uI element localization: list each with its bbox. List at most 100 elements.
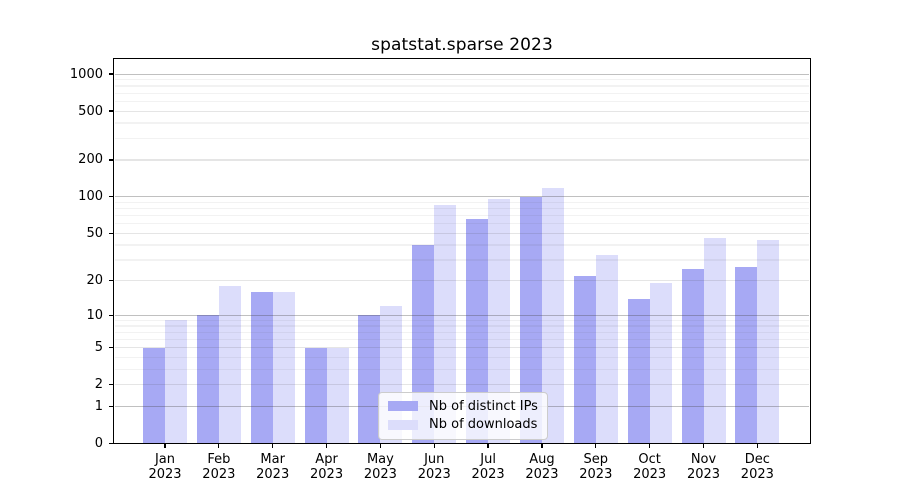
bar-aug-downloads xyxy=(541,187,564,444)
gridline-minor-60 xyxy=(115,223,809,225)
x-tick xyxy=(702,443,705,449)
y-tick-label: 1 xyxy=(94,398,103,414)
gridline-minor-80 xyxy=(115,207,809,210)
bar-oct-downloads xyxy=(649,283,672,444)
x-tick-label-year: 2023 xyxy=(740,467,774,482)
y-tick-label: 10 xyxy=(86,307,103,323)
x-tick-label-year: 2023 xyxy=(417,467,451,482)
gridline-minor-70 xyxy=(115,215,809,217)
x-tick xyxy=(756,443,758,449)
x-tick xyxy=(595,443,597,449)
bar-dec-distinct-ips xyxy=(735,267,758,444)
x-tick-label-feb: Feb 2023 xyxy=(185,452,253,482)
x-tick-label-month: Jan xyxy=(154,452,176,467)
bar-feb-distinct-ips xyxy=(196,315,219,444)
x-tick xyxy=(325,443,328,449)
x-tick-label-month: Jul xyxy=(480,452,496,467)
bar-jan-distinct-ips xyxy=(143,347,165,444)
x-tick-label-dec: Dec 2023 xyxy=(723,452,791,482)
x-tick xyxy=(272,443,274,449)
x-tick-label-month: Feb xyxy=(207,452,231,467)
y-tick-label: 500 xyxy=(78,103,103,119)
y-tick xyxy=(108,384,114,386)
bar-sep-distinct-ips xyxy=(573,275,596,444)
x-tick-label-year: 2023 xyxy=(202,467,236,482)
chart-title: spatstat.sparse 2023 xyxy=(371,35,553,55)
gridline-1000 xyxy=(115,73,809,75)
bar-mar-downloads xyxy=(272,291,295,444)
x-tick-label-month: Apr xyxy=(315,452,338,467)
x-tick-label-year: 2023 xyxy=(633,467,667,482)
x-tick xyxy=(164,443,166,449)
x-tick-label-month: Oct xyxy=(638,452,661,467)
bar-jan-downloads xyxy=(165,320,187,444)
x-tick xyxy=(379,443,382,449)
gridline-minor-900 xyxy=(115,79,809,81)
x-tick-label-month: May xyxy=(366,452,394,467)
gridline-500 xyxy=(115,110,809,112)
bar-may-distinct-ips xyxy=(358,315,381,444)
y-tick xyxy=(108,346,114,349)
x-tick xyxy=(433,443,435,449)
bar-sep-downloads xyxy=(595,254,618,444)
x-tick xyxy=(541,443,543,449)
x-tick-label-month: Mar xyxy=(260,452,285,467)
series-swatch-distinct-ips xyxy=(388,401,418,412)
x-tick-label-nov: Nov 2023 xyxy=(670,452,738,482)
y-tick-label: 0 xyxy=(94,435,103,451)
x-tick-label-year: 2023 xyxy=(310,467,344,482)
y-tick xyxy=(108,73,114,75)
y-tick-label: 200 xyxy=(78,152,103,168)
x-tick-label-year: 2023 xyxy=(686,467,721,482)
y-tick-label: 50 xyxy=(86,225,103,241)
y-tick xyxy=(108,196,114,198)
legend: Nb of distinct IPs Nb of downloads xyxy=(378,391,548,440)
x-tick-label-may: May 2023 xyxy=(346,452,414,482)
bar-nov-distinct-ips xyxy=(681,269,704,444)
gridline-200 xyxy=(115,159,809,161)
bar-oct-distinct-ips xyxy=(627,298,650,444)
x-tick-label-year: 2023 xyxy=(363,467,397,482)
bar-aug-distinct-ips xyxy=(519,196,542,444)
bar-apr-distinct-ips xyxy=(304,347,327,444)
y-tick-label: 1000 xyxy=(69,66,103,82)
gridline-minor-400 xyxy=(115,122,809,124)
bar-apr-downloads xyxy=(326,347,349,444)
x-tick-label-month: Jun xyxy=(424,452,445,467)
x-tick-label-apr: Apr 2023 xyxy=(293,452,361,482)
y-tick-label: 20 xyxy=(86,273,103,289)
bar-jul-distinct-ips xyxy=(466,219,489,444)
legend-item-downloads: Nb of downloads xyxy=(388,417,538,433)
y-tick xyxy=(108,232,114,234)
x-tick-label-month: Dec xyxy=(744,452,770,467)
x-tick xyxy=(487,443,489,449)
x-tick-label-mar: Mar 2023 xyxy=(239,452,307,482)
y-tick xyxy=(108,314,114,316)
x-tick-label-year: 2023 xyxy=(256,467,290,482)
x-tick-label-month: Aug xyxy=(529,452,555,467)
gridline-minor-700 xyxy=(115,92,809,94)
gridline-100 xyxy=(115,196,809,198)
x-tick-label-oct: Oct 2023 xyxy=(616,452,684,482)
x-tick-label-month: Sep xyxy=(583,452,609,467)
x-tick xyxy=(649,443,651,449)
gridline-minor-300 xyxy=(115,137,809,139)
bar-nov-downloads xyxy=(703,237,726,444)
bar-dec-downloads xyxy=(757,239,780,444)
x-tick-label-year: 2023 xyxy=(148,467,182,482)
legend-item-distinct-ips: Nb of distinct IPs xyxy=(388,399,538,415)
bar-feb-downloads xyxy=(218,285,241,444)
y-tick xyxy=(108,442,114,445)
x-tick-label-aug: Aug 2023 xyxy=(508,452,576,482)
series-swatch-downloads xyxy=(388,419,418,430)
gridline-50 xyxy=(115,232,809,234)
y-tick-label: 100 xyxy=(78,189,103,205)
y-tick-label: 5 xyxy=(94,340,103,356)
gridline-minor-90 xyxy=(115,201,809,203)
x-tick-label-year: 2023 xyxy=(579,467,613,482)
x-tick-label-jul: Jul 2023 xyxy=(454,452,522,482)
legend-label-distinct-ips: Nb of distinct IPs xyxy=(429,398,538,414)
x-tick-label-year: 2023 xyxy=(471,467,505,482)
y-tick xyxy=(108,405,114,407)
